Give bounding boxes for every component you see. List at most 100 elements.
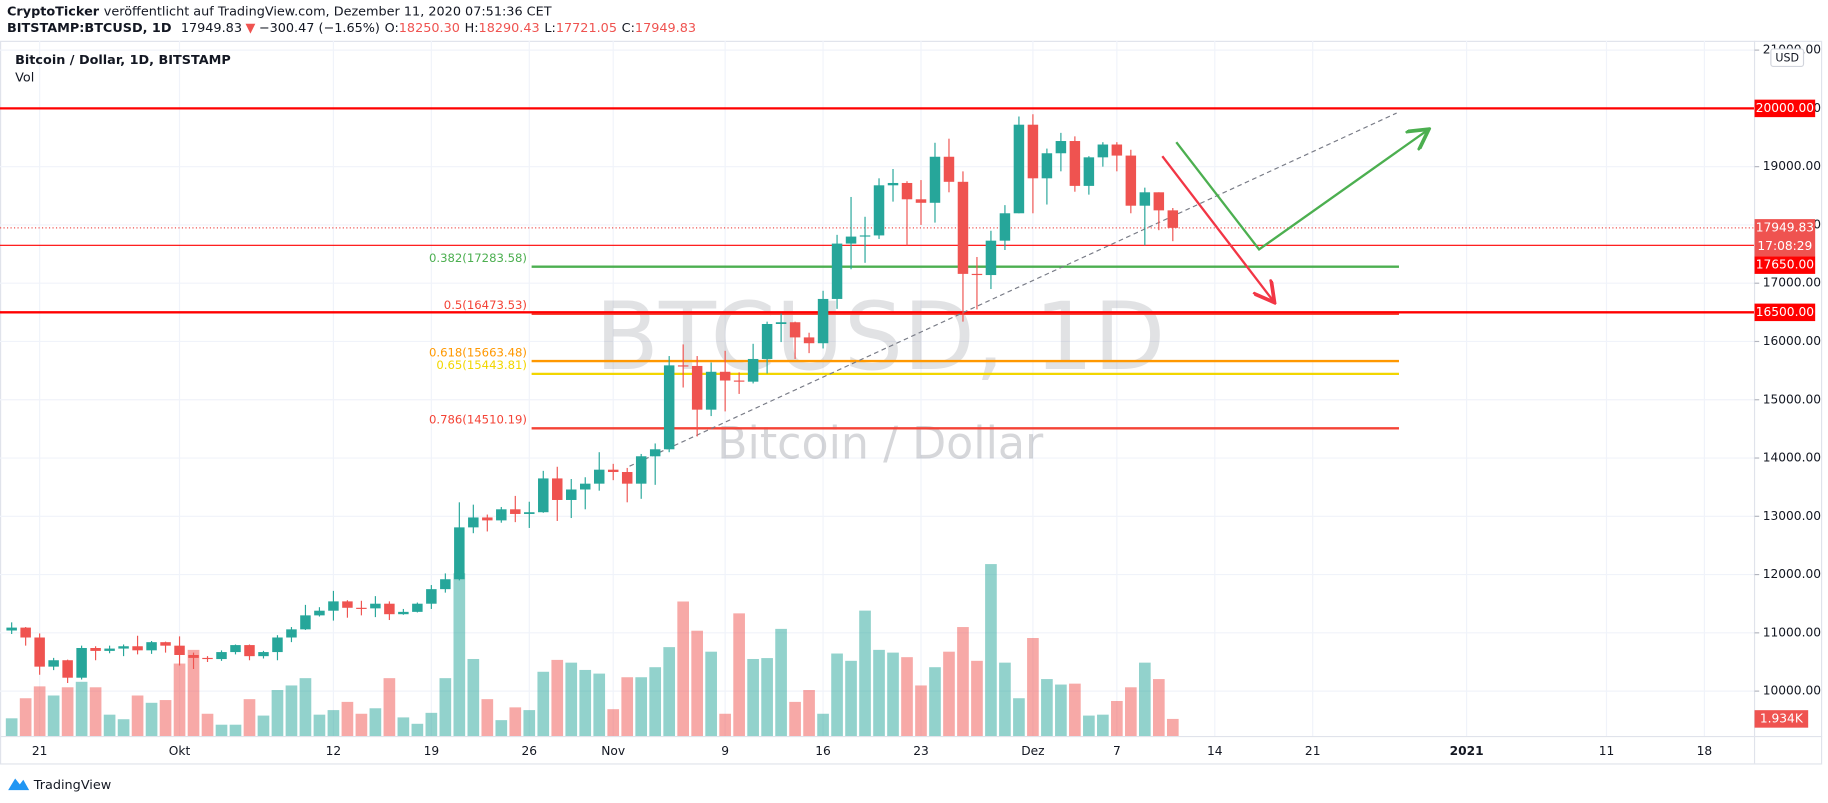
price-label: 17650.00	[1756, 258, 1814, 272]
volume-bar	[915, 685, 927, 737]
volume-bar	[663, 647, 676, 737]
candle-body	[146, 642, 157, 651]
candle-body	[1055, 141, 1067, 154]
candle-body	[649, 449, 661, 457]
down-arrow	[1161, 155, 1273, 301]
volume-bar	[551, 659, 564, 737]
volume-bar	[397, 717, 410, 737]
candle-body	[1013, 124, 1025, 214]
candle-body	[482, 517, 493, 521]
volume-bar	[215, 724, 228, 737]
volume-bar	[1013, 698, 1025, 737]
candle-body	[607, 469, 619, 473]
price-labels: 20000.00 17949.83 17:08:29 17650.00 16500.00…	[1754, 99, 1816, 728]
volume-bar	[789, 701, 801, 737]
volume-bar	[1027, 638, 1039, 737]
y-tick-label: 13000.00	[1763, 509, 1821, 523]
brand: TradingView	[33, 778, 111, 793]
volume-label-box	[1754, 710, 1809, 728]
volume-bar	[159, 700, 172, 737]
fib-labels: 0.382(17283.58) 0.5(16473.53) 0.618(15663.…	[429, 251, 527, 427]
x-tick-label: 7	[1113, 744, 1121, 758]
up-arrow	[1175, 131, 1427, 252]
publish-line: CryptoTicker veröffentlicht auf TradingVi…	[7, 4, 552, 19]
footer: TradingView	[8, 778, 111, 793]
volume-bar	[579, 669, 592, 737]
volume-bar	[89, 687, 102, 737]
volume-bar	[271, 690, 284, 737]
close-label: C:	[622, 20, 635, 35]
volume-bar	[859, 610, 871, 737]
volume-bar	[453, 573, 466, 737]
candle-body	[216, 652, 227, 660]
candle-body	[160, 642, 171, 646]
logo	[8, 778, 30, 791]
volume-label: 1.934K	[1760, 711, 1804, 725]
volume-bar	[369, 708, 382, 737]
open-value: 18250.30	[399, 20, 460, 35]
candle-body	[859, 235, 871, 237]
candle-body	[426, 589, 437, 604]
volume-bar	[775, 628, 787, 737]
candle-body	[48, 660, 59, 667]
price-label-box	[1754, 219, 1816, 257]
candle-body	[398, 611, 409, 615]
volume-bar	[747, 658, 759, 737]
candle-body	[999, 213, 1011, 241]
candle-body	[188, 654, 199, 658]
candle-body	[342, 601, 353, 608]
volume-bar	[565, 662, 578, 737]
candle-body	[328, 601, 339, 611]
candle-body	[873, 185, 885, 236]
x-tick-label: Dez	[1021, 744, 1044, 758]
price-label-box	[1754, 99, 1816, 118]
candle-body	[943, 156, 955, 182]
candle-body	[230, 645, 241, 653]
volume-bar	[803, 690, 815, 737]
volume-bar	[887, 652, 899, 737]
volume-bar	[355, 713, 368, 737]
x-tick-label: 21	[1305, 744, 1321, 758]
x-tick-label: 19	[424, 744, 440, 758]
volume-bar	[873, 649, 885, 737]
volume-bar	[901, 657, 913, 737]
candle-body	[132, 646, 143, 651]
volume-bar	[131, 695, 144, 737]
candle-body	[510, 509, 521, 514]
volume-bar	[845, 660, 857, 737]
candle-body	[34, 637, 45, 667]
x-tick-label: 26	[521, 744, 537, 758]
candle-body	[286, 629, 297, 638]
volume-bar	[1097, 714, 1109, 737]
high-label: H:	[465, 20, 479, 35]
volume-bar	[19, 698, 32, 737]
candle-body	[454, 527, 465, 580]
volume-bar	[523, 710, 536, 737]
x-tick-label: 23	[913, 744, 929, 758]
fib-label: 0.618(15663.48)	[429, 345, 527, 359]
y-tick-label: 16000.00	[1763, 334, 1821, 348]
y-tick-label: 11000.00	[1763, 625, 1821, 639]
volume-bar	[677, 601, 689, 737]
volume-bar	[831, 653, 843, 737]
high-value: 18290.43	[479, 20, 540, 35]
y-tick-label: 14000.00	[1763, 451, 1821, 465]
volume-bar	[145, 702, 158, 737]
candle-body	[538, 478, 549, 513]
candle-body	[356, 607, 367, 609]
candle-body	[663, 365, 675, 450]
candle-body	[789, 322, 801, 338]
x-tick-label: Okt	[169, 744, 191, 758]
change: −300.47 (−1.65%)	[259, 20, 380, 35]
candle-body	[6, 627, 17, 631]
volume-bar	[75, 681, 88, 737]
candle-body	[20, 627, 31, 638]
fib-label: 0.786(14510.19)	[429, 413, 527, 427]
legend: Bitcoin / Dollar, 1D, BITSTAMP Vol	[15, 53, 231, 85]
volume-bar	[1111, 700, 1123, 737]
volume-bar	[187, 649, 200, 737]
low-value: 17721.05	[556, 20, 617, 35]
volume-bar	[691, 630, 703, 737]
volume-bar	[607, 709, 620, 737]
